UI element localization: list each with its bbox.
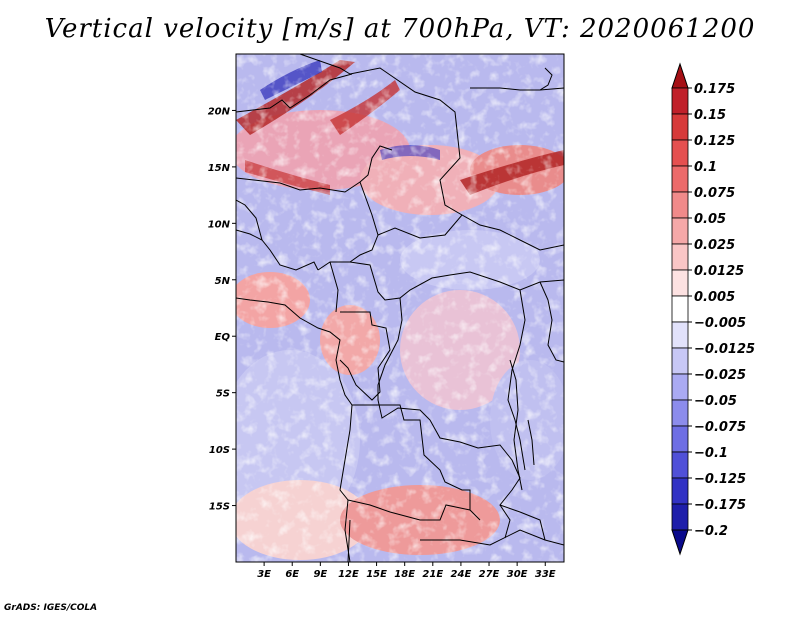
lon-tick-label: 30E (507, 569, 528, 580)
lat-tick-label: 10N (208, 219, 231, 230)
lon-tick-label: 33E (535, 569, 556, 580)
lon-tick-label: 3E (257, 569, 271, 580)
lon-tick-label: 15E (366, 569, 387, 580)
lat-tick-label: 5S (216, 389, 230, 400)
country-borders (236, 54, 564, 562)
colorbar-level-label: −0.125 (694, 472, 746, 487)
chart-title: Vertical velocity [m/s] at 700hPa, VT: 2… (44, 14, 756, 44)
colorbar-level-label: −0.2 (694, 524, 728, 539)
lon-tick-label: 27E (479, 569, 500, 580)
lon-tick-label: 21E (422, 569, 443, 580)
colorbar-level-label: 0.005 (694, 290, 735, 305)
colorbar-level-label: −0.175 (694, 498, 746, 513)
lat-tick-label: EQ (215, 332, 231, 343)
colorbar-level-label: −0.05 (694, 394, 737, 409)
colorbar-bin (671, 295, 689, 323)
lon-tick-label: 6E (285, 569, 299, 580)
lat-tick-label: 15S (209, 502, 230, 513)
longitude-axis: 3E 6E 9E 12E 15E 18E 21E 24E 27E 30E 33E (257, 562, 556, 580)
colorbar-level-label: −0.1 (694, 446, 728, 461)
colorbar-bin (671, 321, 689, 349)
colorbar-top-triangle (671, 62, 689, 89)
colorbar-bin (671, 347, 689, 375)
colorbar-level-label: 0.15 (694, 108, 726, 123)
colorbar-level-label: −0.0125 (694, 342, 755, 357)
colorbar-bin (671, 113, 689, 141)
lon-tick-label: 9E (313, 569, 327, 580)
colorbar-bin (671, 243, 689, 271)
lat-tick-label: 20N (208, 106, 231, 117)
colorbar-level-label: −0.075 (694, 420, 746, 435)
map-frame (235, 53, 565, 563)
colorbar-bin (671, 269, 689, 297)
colorbar-bin (671, 87, 689, 115)
colorbar-level-label: 0.175 (694, 82, 735, 97)
latitude-axis: 20N 15N 10N 5N EQ 5S 10S 15S (208, 106, 236, 513)
colorbar-level-label: 0.05 (694, 212, 726, 227)
colorbar-bin (671, 503, 689, 531)
lon-tick-label: 24E (451, 569, 472, 580)
colorbar-level-label: 0.025 (694, 238, 735, 253)
colorbar-bin (671, 191, 689, 219)
colorbar-bin (671, 165, 689, 193)
colorbar-bin (671, 425, 689, 453)
lat-tick-label: 15N (208, 163, 231, 174)
lat-tick-label: 5N (215, 276, 231, 287)
colorbar-level-label: −0.025 (694, 368, 746, 383)
lon-tick-label: 12E (338, 569, 359, 580)
colorbar-level-label: 0.0125 (694, 264, 744, 279)
colorbar-level-label: 0.125 (694, 134, 735, 149)
colorbar-bin (671, 451, 689, 479)
colorbar-bin (671, 477, 689, 505)
colorbar-bin (671, 399, 689, 427)
colorbar-level-label: −0.005 (694, 316, 746, 331)
colorbar-bottom-triangle (671, 529, 689, 556)
lat-tick-label: 10S (209, 445, 230, 456)
velocity-field (236, 54, 564, 562)
colorbar: 0.175 0.15 0.125 0.1 0.075 0.05 0.025 0.0125 0.0… (671, 62, 755, 556)
colorbar-level-label: 0.075 (694, 186, 735, 201)
lon-tick-label: 18E (394, 569, 415, 580)
colorbar-level-label: 0.1 (694, 160, 717, 175)
colorbar-bin (671, 139, 689, 167)
grads-credit: GrADS: IGES/COLA (4, 603, 98, 613)
colorbar-bin (671, 217, 689, 245)
colorbar-bin (671, 373, 689, 401)
